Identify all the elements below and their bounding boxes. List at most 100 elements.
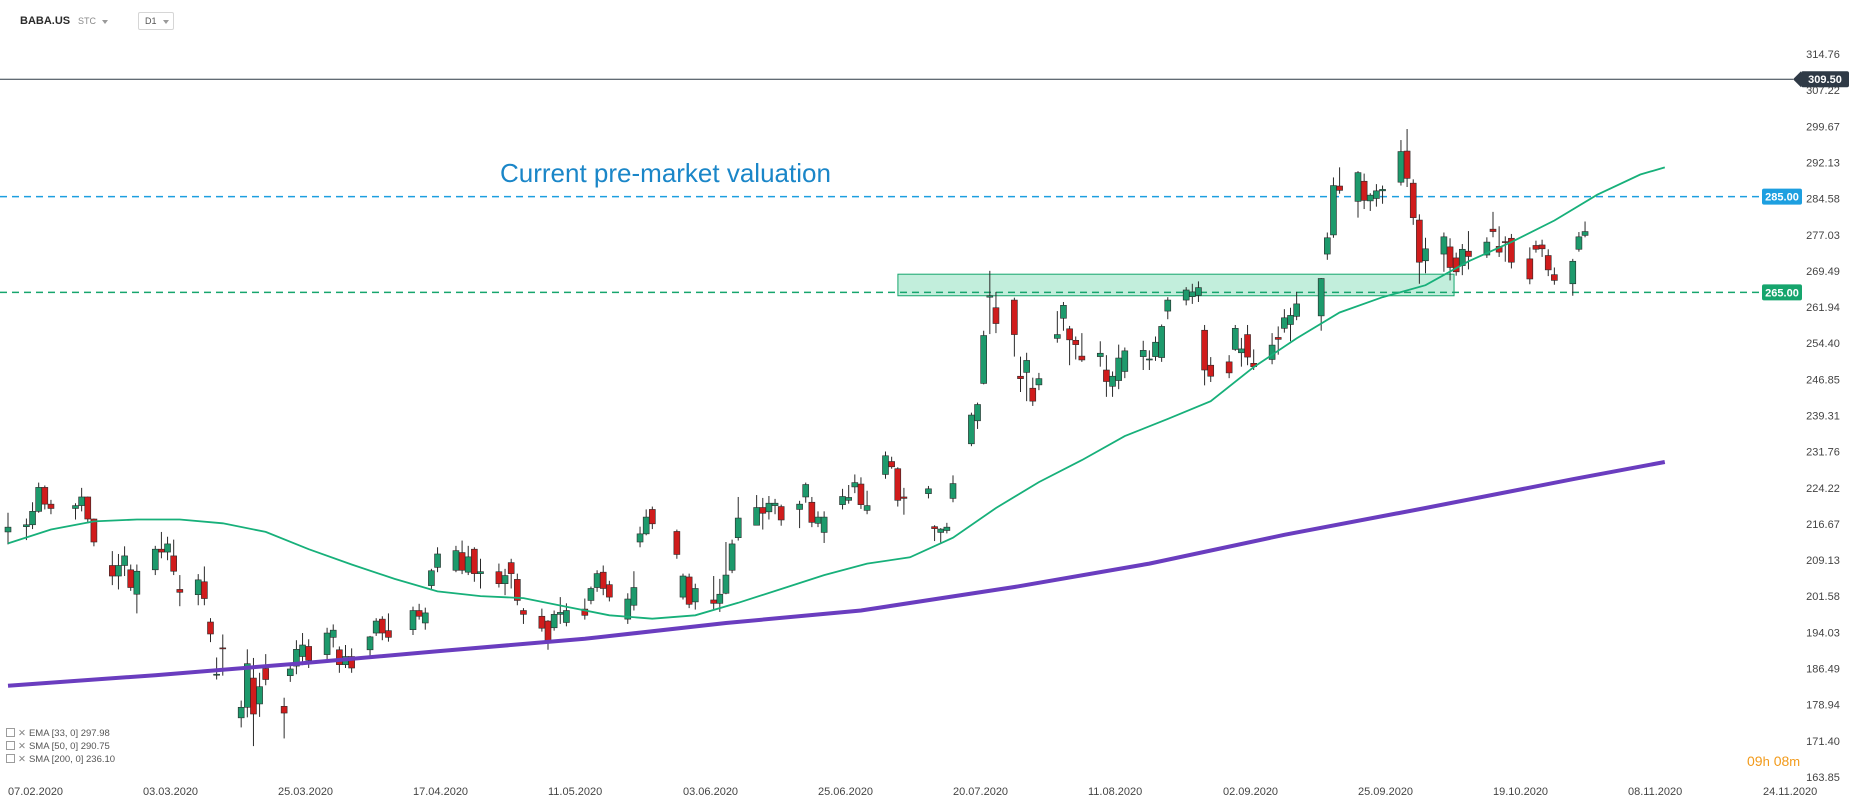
candle-body — [299, 644, 306, 657]
candle-body — [888, 461, 895, 468]
candle-body — [415, 610, 423, 617]
candle-body — [213, 673, 220, 676]
interval-dropdown[interactable]: D1 — [138, 12, 174, 30]
candle — [1409, 179, 1417, 225]
candle-body — [1526, 258, 1534, 280]
candle — [1139, 340, 1147, 371]
chart-mode-dropdown[interactable]: STC — [78, 16, 108, 26]
candle-body — [286, 668, 294, 676]
indicator-settings-icon[interactable] — [6, 741, 15, 750]
indicator-settings-icon[interactable] — [6, 728, 15, 737]
candle — [299, 633, 306, 666]
candle-body — [1035, 378, 1043, 386]
candle — [421, 607, 429, 630]
candle-body — [777, 506, 785, 521]
chevron-down-icon — [102, 19, 108, 24]
candle-body — [925, 488, 932, 494]
legend-item[interactable]: ✕ SMA [50, 0] 290.75 — [6, 741, 110, 752]
candle-body — [968, 414, 975, 445]
candle — [1164, 297, 1172, 320]
candle — [1207, 357, 1215, 382]
candle — [23, 518, 30, 541]
candle-body — [109, 565, 116, 577]
candle — [1231, 324, 1239, 351]
candle-body — [649, 509, 656, 525]
candle-body — [728, 543, 736, 571]
candle — [1121, 347, 1129, 379]
candle-body — [1360, 180, 1368, 201]
candle-body — [23, 524, 30, 527]
candle-body — [1231, 328, 1239, 350]
candle — [1532, 240, 1540, 253]
candle-body — [857, 483, 865, 505]
candle-body — [814, 516, 822, 524]
candle-body — [808, 501, 816, 523]
candle — [280, 697, 288, 739]
candle — [250, 657, 257, 747]
candle — [1201, 324, 1208, 386]
candle-body — [1569, 260, 1577, 285]
candle — [170, 539, 177, 576]
candle — [814, 511, 822, 528]
candle-body — [1281, 317, 1288, 329]
candle — [630, 571, 638, 611]
y-tick-label: 201.58 — [1806, 591, 1840, 603]
remove-indicator-icon[interactable]: ✕ — [18, 754, 26, 765]
candle-body — [1195, 287, 1202, 296]
candle — [1538, 239, 1546, 257]
candle-body — [796, 503, 803, 510]
candle — [931, 525, 938, 542]
current-price-tag[interactable]: 309.50 — [1801, 71, 1849, 88]
level-tag-265.00[interactable]: 265.00 — [1762, 284, 1802, 301]
candle-body — [1244, 334, 1251, 358]
candle-body — [385, 630, 392, 638]
candle-body — [1538, 244, 1546, 250]
candle-body — [544, 620, 552, 643]
remove-indicator-icon[interactable]: ✕ — [18, 741, 26, 752]
candle — [323, 627, 331, 661]
candle — [1330, 177, 1337, 238]
indicator-settings-icon[interactable] — [6, 754, 15, 763]
candle-body — [734, 517, 742, 538]
candle — [495, 563, 503, 588]
candle — [624, 593, 632, 624]
candle — [943, 522, 951, 534]
candle — [986, 270, 994, 335]
candle — [1238, 337, 1245, 367]
candle — [716, 578, 724, 612]
remove-indicator-icon[interactable]: ✕ — [18, 728, 26, 739]
y-tick-label: 178.94 — [1806, 700, 1840, 712]
level-tag-285.00[interactable]: 285.00 — [1762, 188, 1802, 205]
symbol-label[interactable]: BABA.US — [20, 15, 71, 27]
candle-body — [1440, 236, 1448, 255]
candle-body — [348, 656, 355, 669]
legend-item[interactable]: ✕ SMA [200, 0] 236.10 — [6, 754, 115, 765]
current-price-tag-bg — [1801, 71, 1849, 88]
candle — [29, 502, 36, 530]
candle — [802, 482, 810, 503]
candle — [925, 485, 932, 499]
candle — [851, 474, 859, 494]
candle-body — [4, 526, 12, 533]
candle — [1452, 252, 1460, 276]
candle — [544, 620, 552, 650]
candle — [1182, 287, 1190, 306]
candle — [710, 576, 717, 611]
candle — [158, 531, 165, 559]
candle-body — [1115, 357, 1122, 381]
candle — [471, 547, 478, 582]
candle-body — [1201, 329, 1208, 371]
legend-item[interactable]: ✕ EMA [33, 0] 297.98 — [6, 728, 110, 739]
candle-body — [305, 646, 312, 661]
candle-body — [84, 496, 92, 520]
candle-body — [931, 526, 938, 529]
y-tick-label: 314.76 — [1806, 49, 1840, 61]
legend-label: SMA [50, 0] 290.75 — [28, 741, 110, 752]
candle-body — [409, 610, 417, 630]
candle-body — [1397, 151, 1405, 183]
candle — [734, 496, 742, 541]
candle-body — [219, 647, 227, 650]
candle — [1096, 341, 1104, 367]
y-tick-label: 186.49 — [1806, 664, 1840, 676]
